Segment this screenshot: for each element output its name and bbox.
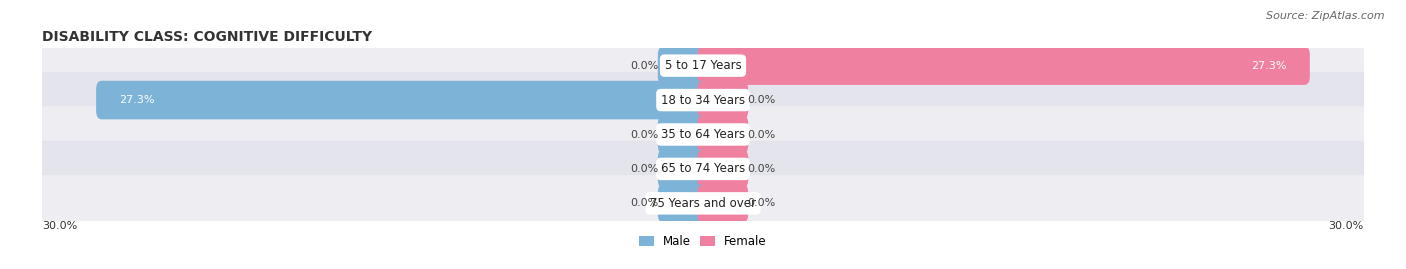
Text: 18 to 34 Years: 18 to 34 Years (661, 94, 745, 107)
Legend: Male, Female: Male, Female (634, 230, 772, 253)
FancyBboxPatch shape (35, 37, 1371, 94)
Text: 75 Years and over: 75 Years and over (650, 197, 756, 210)
Text: 0.0%: 0.0% (747, 95, 775, 105)
FancyBboxPatch shape (658, 184, 709, 223)
FancyBboxPatch shape (697, 81, 748, 119)
Text: 5 to 17 Years: 5 to 17 Years (665, 59, 741, 72)
Text: 0.0%: 0.0% (747, 164, 775, 174)
Text: 0.0%: 0.0% (631, 198, 659, 208)
Text: 65 to 74 Years: 65 to 74 Years (661, 162, 745, 175)
FancyBboxPatch shape (658, 150, 709, 188)
FancyBboxPatch shape (658, 115, 709, 154)
Text: 35 to 64 Years: 35 to 64 Years (661, 128, 745, 141)
FancyBboxPatch shape (658, 46, 709, 85)
Text: 27.3%: 27.3% (120, 95, 155, 105)
FancyBboxPatch shape (96, 81, 709, 119)
FancyBboxPatch shape (35, 106, 1371, 163)
Text: 0.0%: 0.0% (747, 129, 775, 140)
Text: 27.3%: 27.3% (1251, 61, 1286, 71)
Text: 30.0%: 30.0% (1329, 221, 1364, 231)
Text: 0.0%: 0.0% (631, 129, 659, 140)
Text: 30.0%: 30.0% (42, 221, 77, 231)
FancyBboxPatch shape (697, 184, 748, 223)
FancyBboxPatch shape (35, 175, 1371, 232)
FancyBboxPatch shape (697, 46, 1310, 85)
FancyBboxPatch shape (35, 141, 1371, 197)
Text: 0.0%: 0.0% (747, 198, 775, 208)
Text: DISABILITY CLASS: COGNITIVE DIFFICULTY: DISABILITY CLASS: COGNITIVE DIFFICULTY (42, 30, 373, 44)
FancyBboxPatch shape (697, 115, 748, 154)
FancyBboxPatch shape (697, 150, 748, 188)
FancyBboxPatch shape (35, 72, 1371, 128)
Text: Source: ZipAtlas.com: Source: ZipAtlas.com (1267, 11, 1385, 21)
Text: 0.0%: 0.0% (631, 164, 659, 174)
Text: 0.0%: 0.0% (631, 61, 659, 71)
